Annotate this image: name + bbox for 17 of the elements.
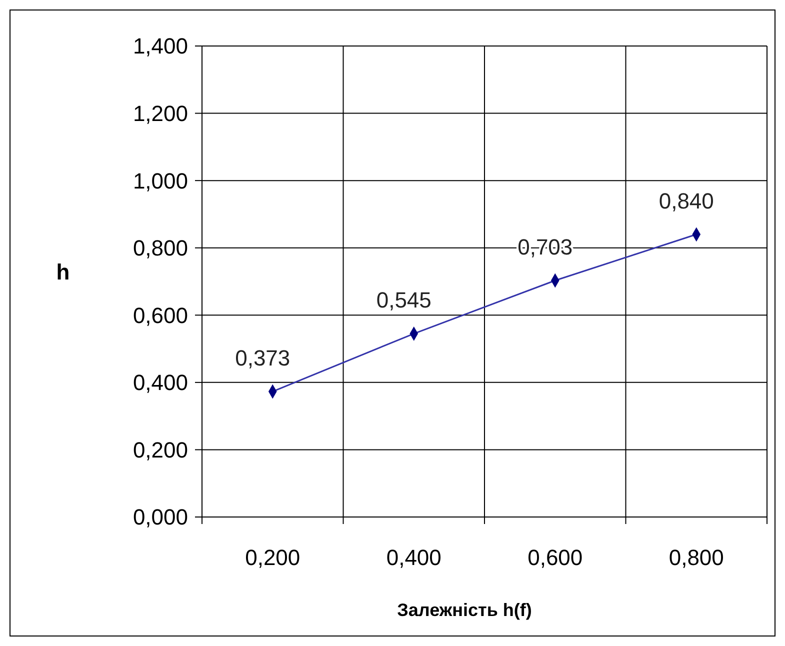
- x-tick-label: 0,400: [386, 545, 442, 570]
- data-label: 0,545: [376, 288, 432, 313]
- y-tick-label: 1,000: [132, 168, 188, 194]
- data-label: 0,373: [235, 346, 290, 371]
- x-tick-label: 0,600: [528, 545, 583, 570]
- y-tick-label: 0,400: [132, 370, 188, 396]
- y-tick-label: 0,600: [132, 302, 188, 328]
- y-axis-title: h: [56, 260, 70, 284]
- y-tick-label: 0,200: [132, 437, 188, 462]
- x-axis-title: Залежність h(f): [397, 600, 532, 620]
- y-tick-label: 0,000: [132, 504, 188, 530]
- x-tick-label: 0,800: [668, 545, 724, 570]
- y-tick-label: 0,800: [132, 236, 188, 261]
- x-tick-label: 0,200: [245, 545, 300, 570]
- y-tick-label: 1,200: [132, 100, 188, 126]
- data-label: 0,840: [658, 188, 714, 214]
- y-tick-label: 1,400: [132, 34, 188, 59]
